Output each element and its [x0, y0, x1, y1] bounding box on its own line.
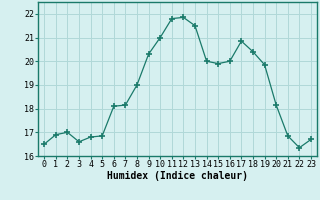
X-axis label: Humidex (Indice chaleur): Humidex (Indice chaleur) [107, 171, 248, 181]
